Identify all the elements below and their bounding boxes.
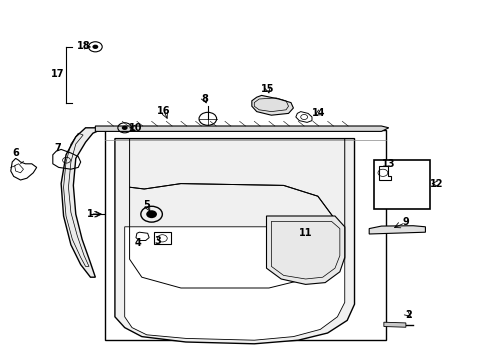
Circle shape xyxy=(92,45,98,49)
Text: 15: 15 xyxy=(261,84,274,94)
Polygon shape xyxy=(266,216,344,284)
Text: 2: 2 xyxy=(405,310,411,320)
Text: 13: 13 xyxy=(381,159,395,169)
Text: 18: 18 xyxy=(77,41,91,51)
Text: 7: 7 xyxy=(54,143,61,153)
Text: 16: 16 xyxy=(157,106,170,116)
Text: 10: 10 xyxy=(129,123,142,133)
Text: 14: 14 xyxy=(311,108,325,118)
Circle shape xyxy=(146,210,157,218)
Circle shape xyxy=(122,126,127,130)
Text: 11: 11 xyxy=(298,228,312,238)
Text: 17: 17 xyxy=(51,69,64,79)
Bar xyxy=(373,160,429,209)
Text: 9: 9 xyxy=(402,217,408,228)
Bar xyxy=(154,232,170,244)
Text: 8: 8 xyxy=(201,94,207,104)
Text: 1: 1 xyxy=(87,209,94,219)
Polygon shape xyxy=(95,126,388,131)
Polygon shape xyxy=(115,139,354,344)
Text: 5: 5 xyxy=(143,200,150,210)
Text: 4: 4 xyxy=(135,238,142,248)
Polygon shape xyxy=(383,322,405,327)
Bar xyxy=(105,130,386,340)
Polygon shape xyxy=(61,128,105,277)
Text: 6: 6 xyxy=(12,148,19,158)
Polygon shape xyxy=(124,227,344,340)
Text: 3: 3 xyxy=(154,236,161,246)
Polygon shape xyxy=(368,226,425,234)
Polygon shape xyxy=(251,95,293,115)
Text: 12: 12 xyxy=(428,179,442,189)
